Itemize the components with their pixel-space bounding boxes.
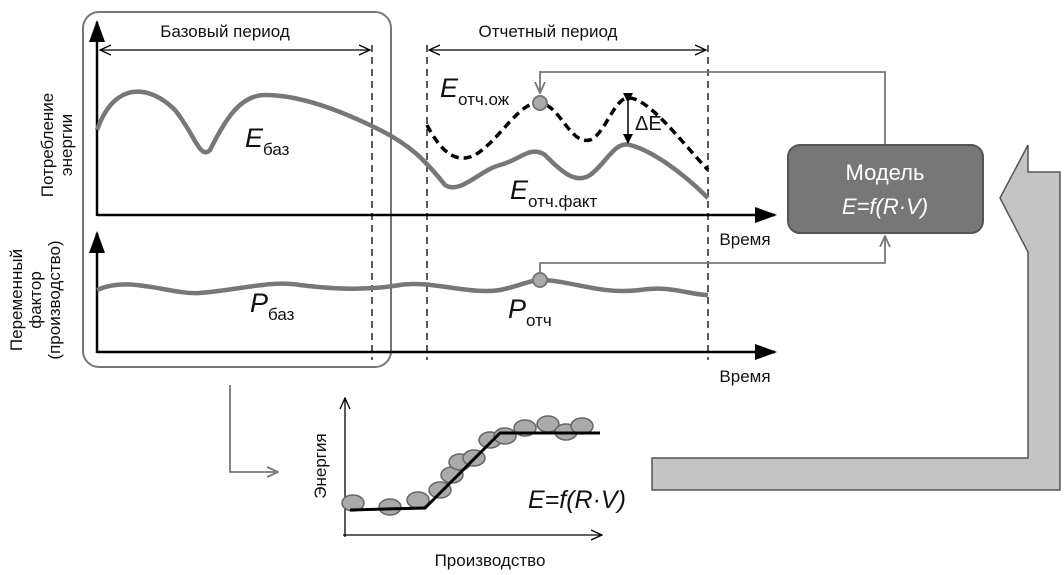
y-axis-line: (производство)	[45, 240, 64, 359]
connector	[540, 71, 886, 145]
model-formula: E=f(R·V)	[842, 194, 928, 219]
label-sub: отч.ож	[458, 90, 510, 109]
y-axis-label: Потребление энергии	[38, 93, 76, 198]
point	[532, 95, 548, 111]
curve-label: Pбаз	[250, 288, 295, 324]
model-title: Модель	[846, 160, 925, 185]
base-frame	[82, 11, 392, 368]
label-sub: баз	[263, 140, 290, 159]
y-axis-line: Потребление	[38, 93, 57, 198]
x-axis-label: Время	[719, 230, 770, 249]
y-axis-line: фактор	[26, 271, 45, 329]
factor-curve	[96, 277, 709, 298]
label-main: E	[510, 175, 529, 205]
label-sub: баз	[268, 305, 295, 324]
period-label: Базовый период	[160, 22, 290, 41]
feedback-arrow	[651, 144, 1061, 491]
model-box	[787, 144, 984, 234]
label-main: E	[245, 123, 264, 153]
curve-label: Pотч	[508, 294, 552, 330]
connector	[539, 236, 885, 273]
energy-curve	[94, 89, 710, 200]
label-main: P	[508, 294, 526, 324]
formula: E=f(R·V)	[528, 486, 626, 514]
y-axis-label: Энергия	[311, 433, 330, 498]
period-label: Отчетный период	[479, 22, 618, 41]
curve-label: Eбаз	[245, 123, 290, 159]
label-sub: отч	[526, 311, 552, 330]
x-axis-label: Производство	[435, 551, 546, 570]
delta-label: ΔE	[635, 113, 662, 135]
label-main: P	[250, 288, 268, 318]
point	[532, 272, 548, 288]
fit-line	[349, 431, 600, 512]
x-axis-label: Время	[719, 367, 770, 386]
expected-curve	[425, 96, 710, 172]
y-axis-label: Переменный фактор (производство)	[7, 240, 64, 359]
curve-label: Eотч.ож	[440, 73, 510, 109]
curve-label: Eотч.факт	[510, 175, 598, 211]
y-axis-line: энергии	[57, 114, 76, 176]
label-sub: отч.факт	[528, 192, 598, 211]
y-axis-line: Переменный	[7, 249, 26, 351]
connector	[229, 385, 278, 472]
label-main: E	[440, 73, 459, 103]
